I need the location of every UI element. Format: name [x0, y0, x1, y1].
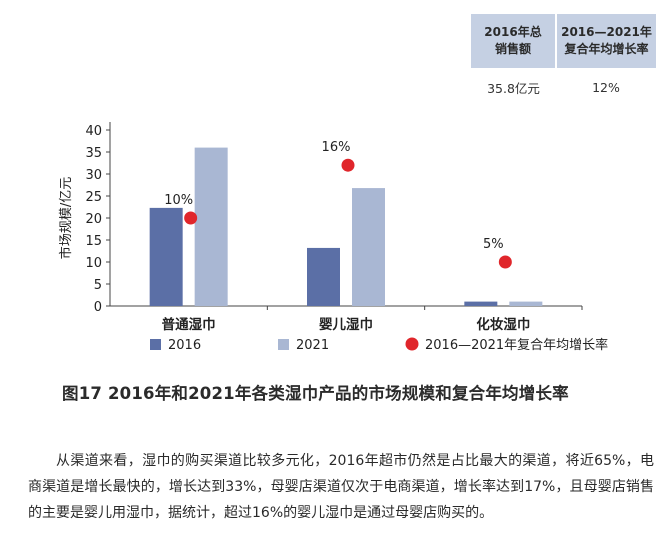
y-tick-label: 0	[94, 300, 102, 315]
bar-2016-化妆湿巾	[464, 301, 498, 306]
legend-label-growth: 2016—2021年复合年均增长率	[425, 337, 608, 353]
legend-label-2021: 2021	[296, 338, 329, 353]
y-tick-label: 10	[85, 256, 102, 271]
value-cagr: 12%	[592, 79, 620, 95]
growth-dot-化妆湿巾	[498, 255, 512, 269]
legend-dot-growth	[405, 337, 419, 351]
growth-label-普通湿巾: 10%	[164, 193, 193, 208]
header-cagr-text: 2016—2021年 复合年均增长率	[561, 25, 652, 56]
bar-2021-婴儿湿巾	[352, 188, 385, 306]
bar-2016-婴儿湿巾	[307, 247, 340, 306]
legend-swatch-2021	[278, 339, 289, 350]
bar-2016-普通湿巾	[149, 207, 183, 306]
growth-dot-婴儿湿巾	[341, 158, 355, 172]
header-total-sales: 2016年总 销售额	[471, 14, 556, 68]
x-tick-label: 化妆湿巾	[476, 316, 530, 333]
x-tick-label: 普通湿巾	[162, 316, 216, 333]
y-tick-label: 25	[85, 190, 102, 205]
header-total-sales-text: 2016年总 销售额	[484, 25, 542, 56]
bar-2021-化妆湿巾	[509, 301, 543, 306]
y-tick-label: 5	[94, 278, 102, 293]
body-text: 从渠道来看，湿巾的购买渠道比较多元化，2016年超市仍然是占比最大的渠道，将近6…	[28, 453, 654, 521]
growth-dot-普通湿巾	[184, 211, 198, 225]
summary-table: 2016年总 销售额 2016—2021年 复合年均增长率 35.8亿元 12%	[471, 14, 656, 106]
y-tick-label: 30	[85, 168, 102, 183]
value-total-sales: 35.8亿元	[487, 80, 540, 96]
x-tick-label: 婴儿湿巾	[319, 316, 373, 333]
growth-label-化妆湿巾: 5%	[483, 237, 504, 252]
y-tick-label: 35	[85, 146, 102, 161]
legend-label-2016: 2016	[168, 338, 201, 353]
y-axis-label: 市场规模/亿元	[58, 177, 74, 259]
figure-caption: 图17 2016年和2021年各类湿巾产品的市场规模和复合年均增长率	[62, 384, 569, 403]
y-tick-label: 40	[85, 124, 102, 139]
y-tick-label: 15	[85, 234, 102, 249]
y-tick-label: 20	[85, 212, 102, 227]
header-cagr: 2016—2021年 复合年均增长率	[555, 14, 656, 68]
legend-swatch-2016	[150, 339, 161, 350]
growth-label-婴儿湿巾: 16%	[322, 140, 351, 155]
bar-2021-普通湿巾	[194, 147, 228, 306]
